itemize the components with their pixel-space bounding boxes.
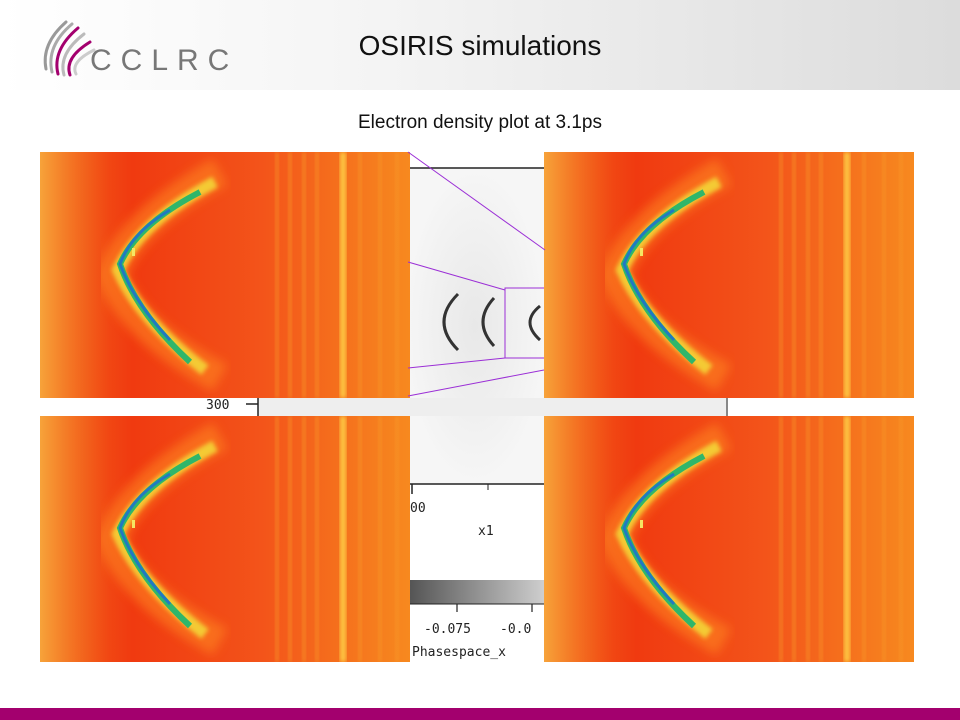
density-plot-image [544,152,914,398]
x-tick: 00 [410,501,426,516]
density-panel-top-left [40,152,410,398]
shock-arc-3 [528,304,542,342]
bottom-accent-bar [0,708,960,720]
y-tick-300: 300 [206,398,229,413]
slide-subtitle: Electron density plot at 3.1ps [358,112,602,133]
density-plot-image [40,416,410,662]
density-panel-bottom-left [40,416,410,662]
slide-header: CCLRC OSIRIS simulations [0,0,960,90]
colorbar-tick-1: -0.075 [424,622,471,637]
colorbar [410,580,545,604]
logo-text: CCLRC [90,44,239,77]
density-plot-image [40,152,410,398]
density-panel-bottom-right [544,416,914,662]
shock-arc-1 [442,292,460,352]
x-axis-label: x1 [478,524,494,539]
slide-title: OSIRIS simulations [358,30,602,61]
colorbar-label: Phasespace_x [412,645,506,660]
shock-arc-2 [481,296,496,348]
colorbar-tick-2: -0.0 [500,622,531,637]
density-plot-image [544,416,914,662]
density-panel-top-right [544,152,914,398]
cclrc-logo-icon [43,20,96,77]
plot-area [405,168,545,484]
